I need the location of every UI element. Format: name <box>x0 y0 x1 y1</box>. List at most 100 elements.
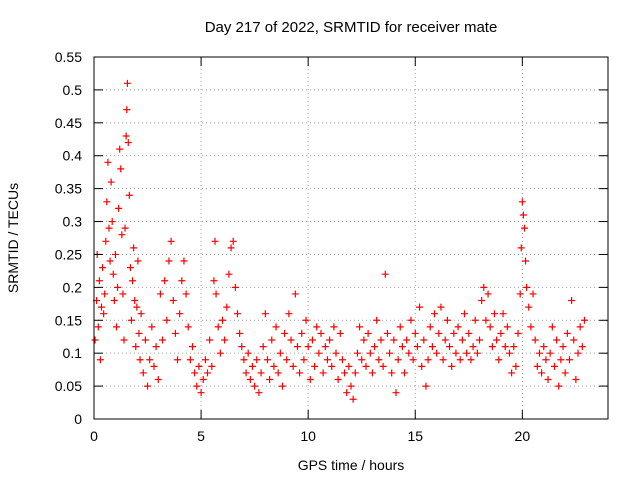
data-point <box>563 329 571 337</box>
data-point <box>107 178 115 186</box>
data-point <box>565 356 573 364</box>
data-point <box>248 362 256 370</box>
data-point <box>289 362 297 370</box>
data-point <box>251 382 259 390</box>
data-point <box>375 356 383 364</box>
y-tick-label: 0 <box>74 411 82 427</box>
data-point <box>119 290 127 298</box>
data-points <box>91 79 588 403</box>
data-point <box>514 329 522 337</box>
data-point <box>448 362 456 370</box>
data-point <box>121 224 129 232</box>
data-point <box>115 204 123 212</box>
data-point <box>555 382 563 390</box>
data-point <box>386 349 394 357</box>
data-point <box>165 257 173 265</box>
data-point <box>546 349 554 357</box>
data-point <box>394 356 402 364</box>
data-point <box>398 343 406 351</box>
data-point <box>112 323 120 331</box>
data-point <box>426 323 434 331</box>
data-point <box>574 349 582 357</box>
data-point <box>343 389 351 397</box>
data-point <box>446 343 454 351</box>
data-point <box>91 336 99 344</box>
data-point <box>523 283 531 291</box>
data-point <box>473 349 481 357</box>
data-point <box>550 362 558 370</box>
data-point <box>255 389 263 397</box>
data-point <box>313 323 321 331</box>
data-point <box>308 336 316 344</box>
data-point <box>154 376 162 384</box>
data-point <box>130 244 138 252</box>
data-point <box>469 343 477 351</box>
data-point <box>117 165 125 173</box>
data-point <box>424 356 432 364</box>
grid-lines <box>94 57 608 419</box>
x-axis-label: GPS time / hours <box>298 457 405 473</box>
data-point <box>418 362 426 370</box>
data-point <box>134 257 142 265</box>
data-point <box>508 369 516 377</box>
data-point <box>231 283 239 291</box>
data-point <box>129 277 137 285</box>
data-point <box>371 343 379 351</box>
data-point <box>293 343 301 351</box>
y-tick-label: 0.1 <box>63 345 83 361</box>
data-point <box>345 362 353 370</box>
data-point <box>501 343 509 351</box>
data-point <box>390 336 398 344</box>
data-point <box>182 290 190 298</box>
y-tick-label: 0.25 <box>55 246 82 262</box>
data-point <box>360 336 368 344</box>
data-point <box>195 362 203 370</box>
data-point <box>291 290 299 298</box>
data-point <box>332 349 340 357</box>
data-point <box>520 224 528 232</box>
data-point <box>186 356 194 364</box>
data-point <box>326 336 334 344</box>
data-point <box>422 382 430 390</box>
data-point <box>306 376 314 384</box>
data-point <box>452 349 460 357</box>
data-point <box>317 329 325 337</box>
data-point <box>296 369 304 377</box>
data-point <box>136 356 144 364</box>
data-point <box>510 343 518 351</box>
data-point <box>450 329 458 337</box>
data-point <box>236 329 244 337</box>
data-point <box>495 356 503 364</box>
data-point <box>184 323 192 331</box>
data-point <box>328 362 336 370</box>
data-point <box>178 277 186 285</box>
x-tick-label: 20 <box>515 428 531 444</box>
data-point <box>111 250 119 258</box>
data-point <box>522 257 530 265</box>
data-point <box>570 336 578 344</box>
data-point <box>211 237 219 245</box>
data-point <box>105 224 113 232</box>
data-point <box>169 297 177 305</box>
data-point <box>97 303 105 311</box>
data-point <box>126 264 134 272</box>
data-point <box>413 343 421 351</box>
data-point <box>516 290 524 298</box>
data-point <box>334 376 342 384</box>
data-point <box>433 349 441 357</box>
data-point <box>102 237 110 245</box>
data-point <box>201 356 209 364</box>
data-point <box>95 277 103 285</box>
data-point <box>242 369 250 377</box>
data-point <box>285 310 293 318</box>
data-point <box>156 290 164 298</box>
data-point <box>300 356 308 364</box>
data-point <box>368 369 376 377</box>
data-point <box>338 356 346 364</box>
data-point <box>311 362 319 370</box>
data-point <box>159 336 167 344</box>
data-point <box>131 297 139 305</box>
data-point <box>388 369 396 377</box>
y-tick-label: 0.3 <box>63 214 83 230</box>
